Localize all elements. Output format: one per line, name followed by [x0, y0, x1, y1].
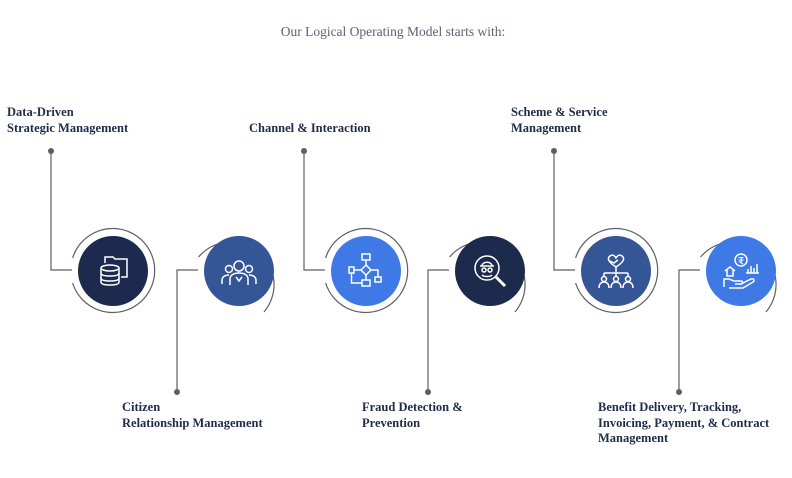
- step-4-circle: [455, 236, 525, 306]
- page-title: Our Logical Operating Model starts with:: [280, 24, 506, 39]
- step-5-circle: [581, 236, 651, 306]
- step-6-label: Benefit Delivery, Tracking, Invoicing, P…: [598, 400, 770, 445]
- hand-rupee-chart-icon: [723, 253, 759, 289]
- step-5-label: Scheme & Service Management: [511, 105, 608, 135]
- people-group-icon: [221, 260, 257, 285]
- step-4-label: Fraud Detection & Prevention: [362, 400, 463, 430]
- step-1-circle: [78, 236, 148, 306]
- step-6-circle: [706, 236, 776, 306]
- database-folder-icon: [100, 256, 128, 286]
- step-1-label: Data-Driven Strategic Management: [7, 105, 129, 135]
- step-2-circle: [204, 236, 274, 306]
- step-2-label: Citizen Relationship Management: [122, 400, 263, 430]
- handshake-people-icon: [598, 254, 634, 289]
- step-3-circle: [331, 236, 401, 306]
- magnifier-spy-icon: [474, 255, 507, 288]
- flowchart-icon: [348, 253, 382, 287]
- step-3-label: Channel & Interaction: [249, 121, 371, 135]
